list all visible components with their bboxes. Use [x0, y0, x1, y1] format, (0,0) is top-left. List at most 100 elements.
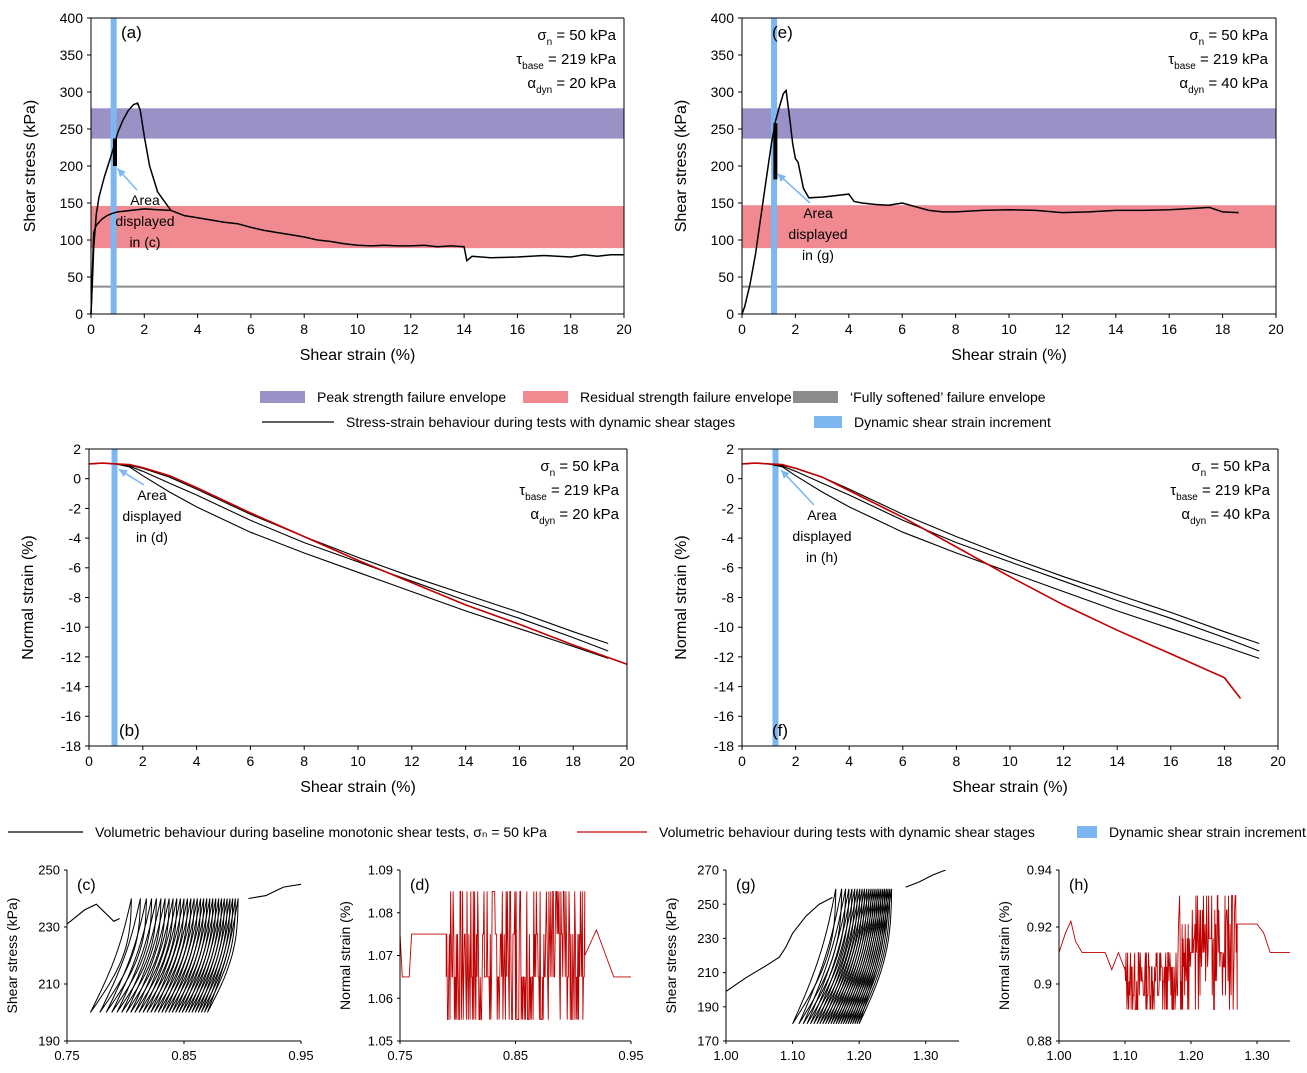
- hysteresis-loop: [116, 898, 157, 1013]
- stress-strain-line: [90, 102, 624, 315]
- x-tick-label: 10: [350, 753, 366, 769]
- y-tick-label: 100: [60, 232, 84, 248]
- hysteresis-loop: [121, 898, 162, 1013]
- y-tick-label: -2: [69, 500, 82, 516]
- x-tick-label: 16: [512, 753, 528, 769]
- x-tick-label: 20: [1270, 753, 1286, 769]
- x-tick-label: 12: [404, 753, 420, 769]
- hysteresis-loop: [178, 898, 214, 1013]
- failure-envelope-band: [91, 205, 624, 249]
- hysteresis-loop: [146, 898, 185, 1013]
- hysteresis-loop: [142, 898, 181, 1013]
- y-axis-title: Shear stress (kPa): [663, 898, 679, 1014]
- y-tick-label: -10: [714, 619, 734, 635]
- hysteresis-loop: [854, 888, 889, 1025]
- x-tick-label: 4: [845, 753, 853, 769]
- callout-text: Area: [807, 507, 837, 523]
- hysteresis-loop: [203, 898, 236, 1013]
- y-tick-label: 0.9: [1034, 977, 1052, 992]
- y-tick-label: 0.92: [1027, 920, 1052, 935]
- x-tick-label: 10: [1002, 753, 1018, 769]
- y-tick-label: 2: [73, 441, 81, 457]
- y-tick-label: 230: [38, 920, 60, 935]
- parameter-annotation: αdyn = 40 kPa: [1179, 75, 1268, 96]
- callout-arrowhead: [118, 469, 128, 477]
- x-tick-label: 8: [300, 321, 308, 337]
- x-tick-label: 0.95: [288, 1048, 313, 1063]
- callout-arrowhead: [777, 173, 787, 183]
- hysteresis-loop: [200, 898, 234, 1013]
- x-tick-label: 14: [1108, 321, 1124, 337]
- callout-text: displayed: [115, 213, 174, 229]
- y-tick-label: 0: [75, 306, 83, 322]
- x-tick-label: 1.00: [713, 1048, 738, 1063]
- panel-label: (h): [1069, 877, 1089, 894]
- y-tick-label: 100: [711, 232, 735, 248]
- y-tick-label: 230: [697, 931, 719, 946]
- hysteresis-loop: [138, 898, 178, 1013]
- hysteresis-loop: [89, 898, 132, 1013]
- y-axis-title: Normal strain (%): [673, 535, 690, 659]
- x-tick-label: 1.30: [1244, 1048, 1269, 1063]
- panel-label: (g): [736, 877, 756, 894]
- post-cycle-curve: [905, 870, 946, 888]
- y-tick-label: -18: [61, 738, 81, 754]
- callout-text: displayed: [788, 226, 847, 242]
- y-tick-label: 400: [711, 10, 735, 26]
- hysteresis-loop: [858, 888, 893, 1025]
- legend-label: Stress-strain behaviour during tests wit…: [346, 414, 735, 430]
- legend-swatch: [260, 391, 305, 403]
- y-axis-title: Normal strain (%): [996, 901, 1012, 1010]
- callout-arrowhead: [781, 470, 790, 479]
- chart-panel-h: 1.00 1.10 1.20 1.30 0.88 0.9 0.92 0.94 Shear str…: [996, 863, 1290, 1073]
- legend-bottom: Volumetric behaviour during baseline mon…: [8, 824, 1306, 840]
- panel-label: (f): [772, 721, 788, 740]
- y-tick-label: 150: [711, 195, 735, 211]
- hysteresis-loop: [171, 898, 208, 1013]
- y-tick-label: 1.07: [368, 948, 393, 963]
- callout-text: in (h): [806, 549, 838, 565]
- y-axis-title: Normal strain (%): [20, 535, 37, 659]
- x-tick-label: 16: [1163, 753, 1179, 769]
- x-tick-label: 6: [899, 753, 907, 769]
- hysteresis-loop: [842, 888, 880, 1025]
- x-tick-label: 0.95: [618, 1048, 643, 1063]
- y-tick-label: -6: [69, 560, 82, 576]
- hysteresis-loop: [847, 888, 884, 1025]
- x-tick-label: 0: [85, 753, 93, 769]
- x-tick-label: 4: [845, 321, 853, 337]
- x-axis-title: Shear strain (%): [792, 1071, 893, 1073]
- y-tick-label: -4: [722, 530, 735, 546]
- y-tick-label: 0: [726, 306, 734, 322]
- x-tick-label: 0: [738, 753, 746, 769]
- x-tick-label: 4: [193, 753, 201, 769]
- parameter-annotation: τbase = 219 kPa: [519, 482, 619, 503]
- x-tick-label: 8: [300, 753, 308, 769]
- hysteresis-loop: [792, 888, 837, 1025]
- hysteresis-loop: [849, 888, 886, 1025]
- panel-label: (b): [119, 721, 140, 740]
- x-tick-label: 2: [792, 753, 800, 769]
- y-tick-label: 200: [711, 158, 735, 174]
- hysteresis-loop: [835, 888, 874, 1025]
- x-tick-label: 2: [140, 321, 148, 337]
- x-axis-title: Shear strain (%): [1124, 1071, 1225, 1073]
- y-tick-label: 250: [711, 121, 735, 137]
- x-tick-label: 12: [403, 321, 419, 337]
- legend-label: Volumetric behaviour during tests with d…: [659, 824, 1035, 840]
- parameter-annotation: τbase = 219 kPa: [516, 51, 616, 72]
- y-tick-label: -14: [61, 679, 81, 695]
- x-tick-label: 6: [898, 321, 906, 337]
- hysteresis-loop: [130, 898, 170, 1013]
- parameter-annotation: σn = 50 kPa: [1189, 27, 1268, 48]
- dynamic-strain-band: [111, 449, 118, 746]
- parameter-annotation: αdyn = 20 kPa: [530, 506, 619, 527]
- x-tick-label: 8: [953, 753, 961, 769]
- post-cycle-curve: [248, 883, 301, 900]
- callout-text: in (g): [802, 247, 834, 263]
- hysteresis-loop: [164, 898, 202, 1013]
- panel-label: (d): [410, 877, 430, 894]
- x-tick-label: 16: [1161, 321, 1177, 337]
- x-axis-title: Shear strain (%): [133, 1071, 234, 1073]
